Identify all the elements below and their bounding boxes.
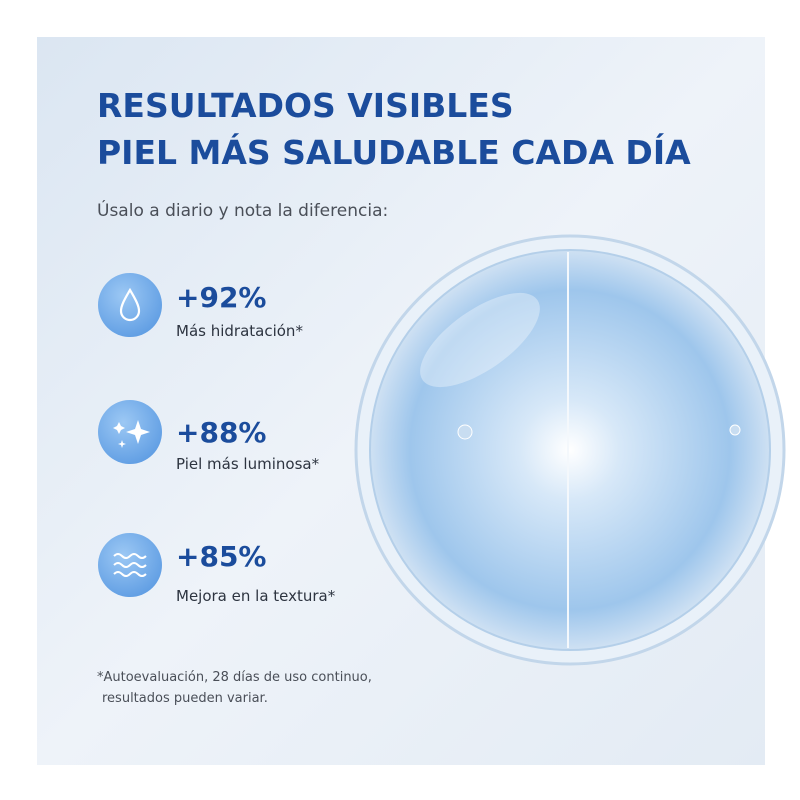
petri-dish bbox=[354, 234, 786, 666]
icon bbox=[98, 273, 162, 337]
stat-label: Mejora en la textura* bbox=[176, 587, 336, 605]
stat-label: Piel más luminosa* bbox=[176, 455, 320, 473]
stat-label: Más hidratación* bbox=[176, 322, 303, 340]
stat-value: +85% bbox=[176, 540, 266, 573]
footnote: *Autoevaluación, 28 días de uso continuo… bbox=[97, 670, 372, 685]
title-line: PIEL MÁS SALUDABLE CADA DÍA bbox=[97, 132, 691, 172]
stat-item: +85% Mejora en la textura* bbox=[98, 533, 336, 605]
subtitle: Úsalo a diario y nota la diferencia: bbox=[97, 199, 388, 221]
stat-value: +88% bbox=[176, 416, 266, 449]
footnote: resultados pueden variar. bbox=[102, 691, 268, 706]
title-line: RESULTADOS VISIBLES bbox=[97, 86, 514, 125]
drop-icon bbox=[119, 287, 141, 322]
stat-item: +92% Más hidratación* bbox=[98, 273, 303, 340]
wave-icon bbox=[113, 553, 147, 577]
stat-item: +88% Piel más luminosa* bbox=[98, 400, 320, 473]
sparkle-icon bbox=[113, 420, 150, 448]
stat-value: +92% bbox=[176, 281, 266, 314]
